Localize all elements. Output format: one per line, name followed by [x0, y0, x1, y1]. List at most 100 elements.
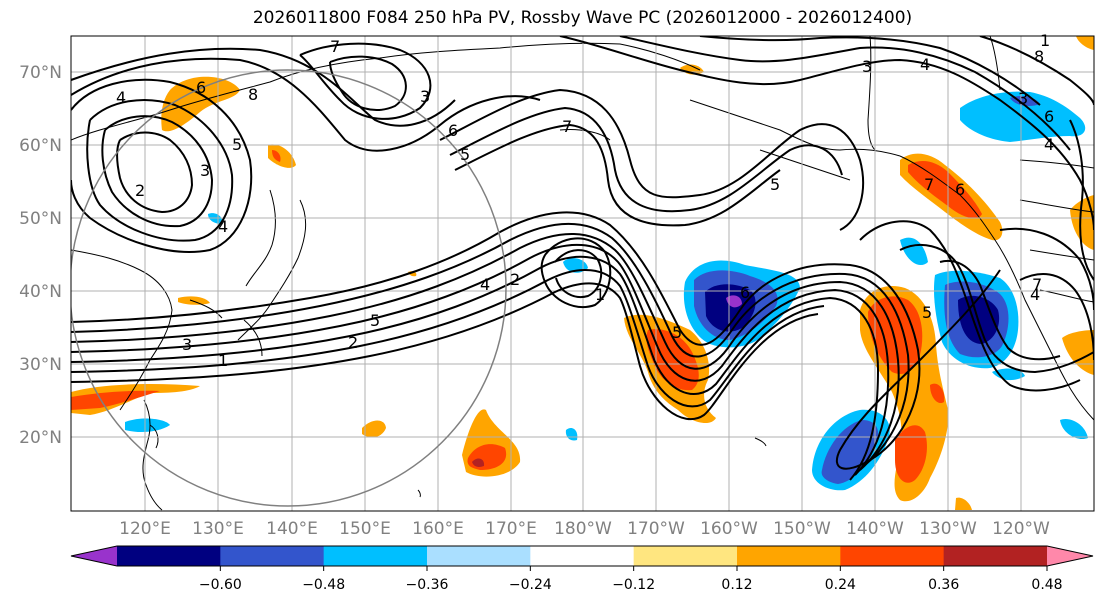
contour-label: 6 — [1044, 107, 1054, 126]
lat-label: 70°N — [19, 63, 62, 83]
latitude-labels: 70°N 60°N 50°N 40°N 30°N 20°N — [19, 63, 62, 448]
lon-label: 120°E — [119, 519, 171, 539]
positive-anomaly — [272, 150, 281, 162]
colorbar-extend-left — [71, 546, 117, 566]
colorbar-extend-right — [1047, 546, 1093, 566]
colorbar-tick-label: 0.48 — [1031, 577, 1062, 593]
contour-label: 4 — [1030, 285, 1040, 304]
negative-anomaly — [125, 418, 170, 433]
contour-label: 3 — [862, 57, 872, 76]
colorbar-tick-label: 0.24 — [825, 577, 856, 593]
positive-anomaly — [1070, 195, 1094, 250]
lon-label: 130°W — [919, 519, 977, 539]
contour-label: 7 — [330, 37, 340, 56]
colorbar-segment — [323, 546, 428, 566]
colorbar-tick-label: −0.24 — [509, 577, 552, 593]
positive-anomaly — [955, 497, 972, 510]
contour-label: 1 — [595, 285, 605, 304]
lat-label: 50°N — [19, 209, 62, 229]
negative-anomaly — [821, 420, 879, 484]
longitude-labels: 120°E 130°E 140°E 150°E 160°E 170°E 180°… — [119, 519, 1050, 539]
colorbar-tick-label: 0.12 — [721, 577, 752, 593]
contour-label: 5 — [770, 175, 780, 194]
colorbar-segment — [427, 546, 531, 566]
contour-label: 4 — [116, 88, 126, 107]
lon-label: 160°E — [412, 519, 464, 539]
colorbar-segment — [737, 546, 841, 566]
contour-label: 5 — [460, 145, 470, 164]
colorbar-tick-label: −0.36 — [406, 577, 449, 593]
negative-anomaly — [992, 368, 1025, 381]
colorbar-tick-label: 0.36 — [928, 577, 959, 593]
contour-label: 2 — [510, 270, 520, 289]
positive-anomaly — [895, 425, 927, 483]
lon-label: 150°W — [773, 519, 831, 539]
contour-label: 5 — [232, 135, 242, 154]
contour-label: 6 — [955, 180, 965, 199]
lon-label: 170°E — [485, 519, 537, 539]
contour-label: 1 — [1040, 31, 1050, 50]
positive-anomaly — [472, 458, 485, 467]
lon-label: 120°W — [992, 519, 1050, 539]
colorbar: −0.60 −0.48 −0.36 −0.24 −0.12 0.12 0.24 0.36 0.4… — [70, 545, 1094, 593]
contour-label: 7 — [562, 117, 572, 136]
contour-labels: 4 6 8 7 2 3 5 4 3 6 5 7 3 4 8 6 3 5 2 4 … — [116, 31, 1054, 370]
colorbar-segment — [840, 546, 945, 566]
positive-anomaly — [646, 329, 699, 391]
contour-label: 4 — [920, 55, 930, 74]
contour-label: 7 — [924, 175, 934, 194]
contour-label: 3 — [420, 87, 430, 106]
contour-label: 4 — [1044, 135, 1054, 154]
lat-label: 20°N — [19, 428, 62, 448]
pv-contours — [71, 36, 1094, 481]
positive-anomaly — [161, 76, 240, 132]
contour-label: 5 — [922, 303, 932, 322]
negative-anomaly — [1060, 418, 1088, 440]
negative-anomaly — [208, 213, 223, 224]
contour-label: 4 — [480, 275, 490, 294]
contour-label: 5 — [370, 311, 380, 330]
colorbar-segment — [943, 546, 1048, 566]
contour-label: 4 — [218, 217, 228, 236]
lon-label: 160°W — [700, 519, 758, 539]
contour-label: 1 — [218, 351, 228, 370]
lon-label: 140°E — [266, 519, 318, 539]
lon-label: 130°E — [192, 519, 244, 539]
contour-label: 3 — [200, 161, 210, 180]
contour-label: 7 — [1032, 275, 1042, 294]
contour-label: 3 — [1018, 89, 1028, 108]
positive-anomaly — [908, 160, 982, 219]
lat-label: 60°N — [19, 136, 62, 156]
contour-label: 6 — [448, 121, 458, 140]
colorbar-tick-label: −0.48 — [302, 577, 345, 593]
colorbar-segment — [117, 546, 221, 566]
positive-anomaly — [930, 383, 945, 404]
negative-anomaly — [705, 284, 756, 332]
colorbar-segment — [220, 546, 325, 566]
colorbar-segment — [530, 546, 635, 566]
positive-anomaly — [268, 144, 296, 168]
positive-anomaly — [178, 296, 210, 305]
positive-anomaly — [362, 420, 386, 438]
contour-label: 3 — [182, 335, 192, 354]
map-frame — [70, 35, 1095, 512]
contour-label: 5 — [672, 323, 682, 342]
lat-label: 30°N — [19, 355, 62, 375]
contour-label: 8 — [248, 85, 258, 104]
contour-label: 6 — [196, 78, 206, 97]
lon-label: 180°W — [554, 519, 612, 539]
region-circle — [71, 69, 507, 507]
colorbar-segment — [633, 546, 738, 566]
lat-label: 40°N — [19, 282, 62, 302]
negative-anomaly — [726, 295, 742, 308]
contour-label: 6 — [740, 283, 750, 302]
lon-label: 150°E — [339, 519, 391, 539]
positive-anomaly — [1076, 36, 1094, 50]
lon-label: 140°W — [846, 519, 904, 539]
positive-anomaly — [71, 390, 160, 410]
contour-label: 2 — [135, 181, 145, 200]
contour-label: 2 — [348, 333, 358, 352]
lon-label: 170°W — [627, 519, 685, 539]
colorbar-tick-label: −0.60 — [199, 577, 242, 593]
